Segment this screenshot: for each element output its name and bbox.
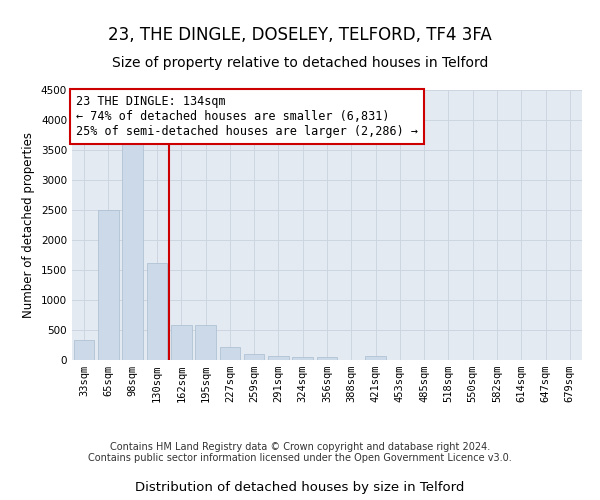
Text: Contains HM Land Registry data © Crown copyright and database right 2024.
Contai: Contains HM Land Registry data © Crown c…	[88, 442, 512, 464]
Bar	[244, 354, 265, 360]
Bar	[171, 325, 191, 360]
Bar	[268, 356, 289, 360]
Bar	[365, 356, 386, 360]
Y-axis label: Number of detached properties: Number of detached properties	[22, 132, 35, 318]
Bar	[74, 340, 94, 360]
Text: Size of property relative to detached houses in Telford: Size of property relative to detached ho…	[112, 56, 488, 70]
Bar	[98, 210, 119, 360]
Bar	[292, 357, 313, 360]
Bar	[317, 357, 337, 360]
Text: 23 THE DINGLE: 134sqm
← 74% of detached houses are smaller (6,831)
25% of semi-d: 23 THE DINGLE: 134sqm ← 74% of detached …	[76, 95, 418, 138]
Bar	[220, 347, 240, 360]
Bar	[122, 135, 143, 360]
Text: 23, THE DINGLE, DOSELEY, TELFORD, TF4 3FA: 23, THE DINGLE, DOSELEY, TELFORD, TF4 3F…	[108, 26, 492, 44]
Bar	[195, 325, 216, 360]
Bar	[146, 263, 167, 360]
Text: Distribution of detached houses by size in Telford: Distribution of detached houses by size …	[136, 481, 464, 494]
